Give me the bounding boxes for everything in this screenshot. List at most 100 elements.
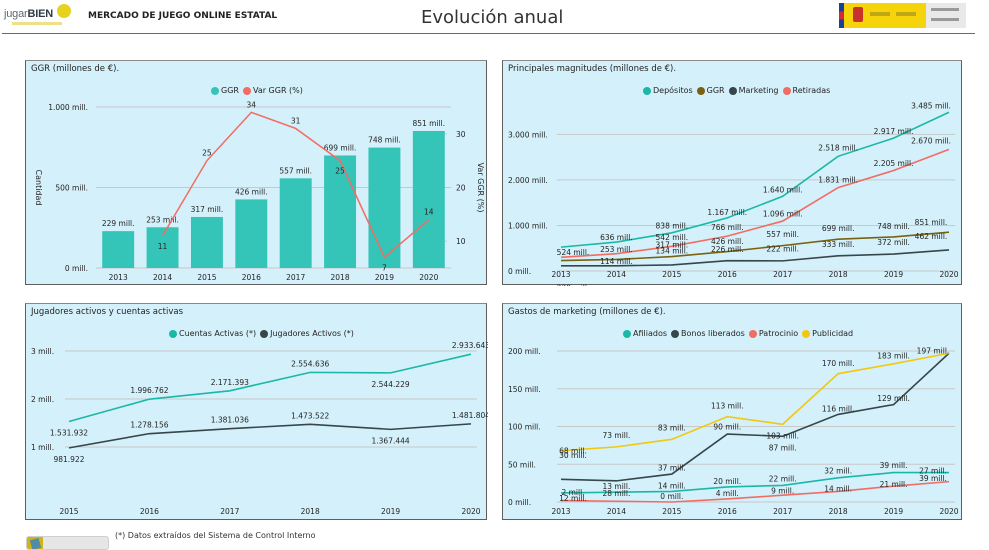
- x-tick-label: 2016: [140, 507, 159, 516]
- book-icon: [27, 537, 43, 549]
- legend-label: Afiliados: [633, 329, 667, 338]
- bar: [190, 216, 223, 268]
- marketing-chart-panel[interactable]: Gastos de marketing (millones de €). Afi…: [502, 303, 962, 520]
- legend-item-ggr[interactable]: GGR: [211, 86, 239, 95]
- x-tick-label: 2016: [718, 507, 737, 516]
- legend-dot-icon: [211, 86, 219, 95]
- data-label: 114 mill.: [600, 257, 633, 266]
- legend-label: Depósitos: [653, 86, 693, 95]
- data-label: 9 mill.: [771, 487, 794, 496]
- data-label: 20 mill.: [713, 477, 741, 486]
- x-tick-label: 2018: [829, 270, 848, 279]
- chart-legend: Cuentas Activas (*) Jugadores Activos (*): [169, 329, 358, 338]
- data-label: 372 mill.: [877, 238, 910, 247]
- bar-data-label: 557 mill.: [279, 166, 312, 175]
- chart-title: Jugadores activos y cuentas activas: [31, 307, 184, 317]
- jugarbien-logo[interactable]: jugarBIEN: [4, 4, 71, 30]
- data-label: 2.933.643: [452, 341, 488, 350]
- legend-item[interactable]: Afiliados: [623, 329, 667, 338]
- bar: [102, 231, 135, 268]
- data-label: 1.167 mill.: [707, 208, 747, 217]
- line-data-label: 25: [202, 149, 212, 158]
- bar: [146, 227, 179, 268]
- legend-item[interactable]: Depósitos: [643, 86, 693, 95]
- x-tick-label: 2014: [607, 507, 626, 516]
- line-data-label: 31: [291, 116, 301, 125]
- magnitudes-chart-panel[interactable]: Principales magnitudes (millones de €). …: [502, 60, 963, 286]
- chart-title: Gastos de marketing (millones de €).: [508, 307, 666, 317]
- y-tick-label: 1.000 mill.: [508, 221, 548, 230]
- x-tick-label: 2017: [286, 273, 305, 282]
- header-divider: [2, 33, 975, 34]
- y-tick-label: 2 mill.: [31, 395, 54, 404]
- y2-tick-label: 30: [456, 130, 466, 139]
- y-tick-label: 50 mill.: [508, 460, 536, 469]
- data-label: 317 mill.: [656, 240, 689, 249]
- data-label: 197 mill.: [917, 346, 950, 355]
- ggr-chart-panel[interactable]: GGR (millones de €). GGR Var GGR (%) 0 m…: [25, 60, 487, 285]
- x-tick-label: 2020: [461, 507, 480, 516]
- data-label: 557 mill.: [766, 230, 799, 239]
- data-label: 1.473.522: [291, 411, 329, 420]
- data-label: 2.917 mill.: [874, 127, 914, 136]
- logo-tagline: [12, 22, 62, 25]
- legend-label: Patrocinio: [758, 329, 799, 338]
- bar-data-label: 253 mill.: [146, 215, 179, 224]
- bar: [368, 147, 401, 268]
- line-data-label: 25: [335, 167, 345, 176]
- bar-data-label: 699 mill.: [324, 143, 357, 152]
- x-tick-label: 2014: [153, 273, 172, 282]
- y2-tick-label: 10: [456, 237, 466, 246]
- y-tick-label: 3 mill.: [31, 347, 54, 356]
- data-label: 222 mill.: [766, 244, 799, 253]
- data-label: 3.485 mill.: [911, 101, 951, 110]
- series-line: [560, 111, 950, 248]
- bar-data-label: 748 mill.: [368, 136, 401, 145]
- legend-item[interactable]: Patrocinio: [748, 329, 799, 338]
- legend-item[interactable]: Marketing: [728, 86, 779, 95]
- data-label: 27 mill.: [919, 466, 947, 475]
- data-label: 87 mill.: [769, 443, 797, 452]
- data-label: 426 mill.: [711, 237, 744, 246]
- data-label: 14 mill.: [824, 484, 852, 493]
- ggr-combo-chart[interactable]: 0 mill. 500 mill. 1.000 mill. 10 20 30 Cantida…: [26, 61, 488, 286]
- data-label: 12 mill.: [559, 494, 587, 503]
- data-label: 90 mill.: [713, 423, 741, 432]
- data-label: 170 mill.: [822, 359, 855, 368]
- data-label: 542 mill.: [656, 233, 689, 242]
- y-tick-label: 0 mill.: [508, 267, 531, 276]
- legend-item[interactable]: Retiradas: [782, 86, 830, 95]
- x-tick-label: 2019: [884, 507, 903, 516]
- series-line: [68, 353, 472, 423]
- x-tick-label: 2019: [884, 270, 903, 279]
- marketing-line-chart[interactable]: 0 mill. 50 mill. 100 mill. 150 mill. 200 mil…: [503, 304, 963, 521]
- bar: [324, 155, 357, 268]
- x-tick-label: 2015: [662, 270, 681, 279]
- x-tick-label: 2020: [939, 270, 958, 279]
- x-tick-label: 2018: [829, 507, 848, 516]
- chart-legend: Afiliados Bonos liberados Patrocinio Public…: [623, 329, 857, 338]
- magnitudes-line-chart[interactable]: 0 mill. 1.000 mill. 2.000 mill. 3.000 mill.…: [503, 61, 963, 286]
- data-label: 1.096 mill.: [763, 209, 803, 218]
- series-line: [68, 423, 472, 449]
- legend-item[interactable]: GGR: [696, 86, 725, 95]
- players-chart-panel[interactable]: Jugadores activos y cuentas activas Cuen…: [25, 303, 488, 521]
- legend-dot-icon: [748, 329, 757, 338]
- legend-item-var-ggr[interactable]: Var GGR (%): [242, 86, 303, 95]
- bar-data-label: 426 mill.: [235, 187, 268, 196]
- y2-axis-title: Var GGR (%): [476, 163, 485, 213]
- data-label: 2 mill.: [561, 488, 584, 497]
- info-button[interactable]: [26, 536, 109, 550]
- legend-item[interactable]: Cuentas Activas (*): [169, 329, 256, 338]
- government-logo: [839, 3, 966, 28]
- legend-label: Jugadores Activos (*): [270, 329, 354, 338]
- legend-item[interactable]: Publicidad: [802, 329, 853, 338]
- legend-item[interactable]: Jugadores Activos (*): [260, 329, 354, 338]
- data-label: 21 mill.: [880, 480, 908, 489]
- data-label: 851 mill.: [915, 218, 948, 227]
- players-line-chart[interactable]: 1 mill. 2 mill. 3 mill. 2015 2016 2017 2018 201…: [26, 304, 488, 521]
- x-tick-label: 2016: [718, 270, 737, 279]
- data-label: 699 mill.: [822, 224, 855, 233]
- series-line: [560, 148, 950, 259]
- legend-item[interactable]: Bonos liberados: [671, 329, 745, 338]
